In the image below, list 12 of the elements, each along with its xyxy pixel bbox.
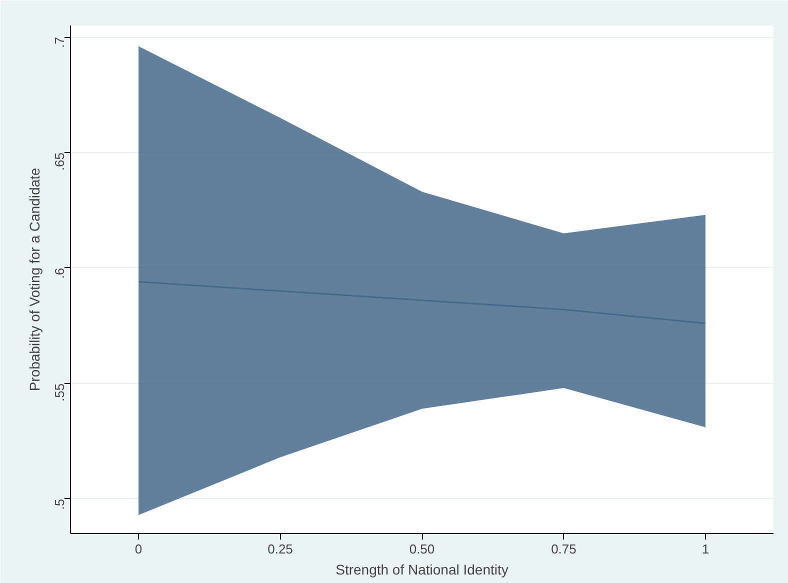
x-tick-label: 0.75: [551, 542, 576, 556]
x-axis-title: Strength of National Identity: [336, 562, 508, 578]
y-tick-label: .6: [52, 268, 67, 279]
y-tick-label: .55: [52, 383, 67, 402]
y-tick-label: .7: [52, 37, 67, 48]
y-axis-title: Probability of Voting for a Candidate: [26, 168, 42, 392]
x-tick-label: 1: [702, 542, 710, 556]
x-tick-label: 0.50: [409, 542, 435, 556]
y-tick-label: .65: [52, 152, 67, 171]
x-tick-label: 0: [134, 542, 142, 556]
y-tick-label: .5: [52, 498, 67, 510]
x-tick-label: 0.25: [268, 542, 293, 556]
